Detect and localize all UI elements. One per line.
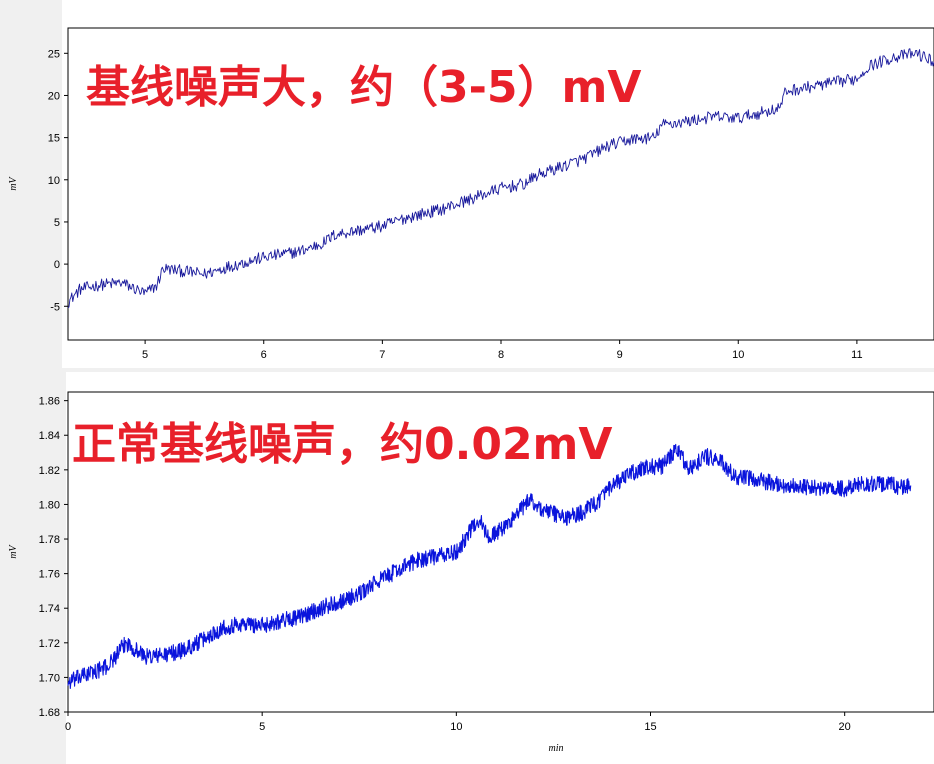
series-line	[67, 443, 912, 690]
bottom-chart-annotation: 正常基线噪声，约0.02mV	[72, 419, 612, 470]
x-tick-label: 7	[379, 349, 385, 361]
y-tick-label: 1.86	[39, 396, 60, 408]
top-chart-series	[67, 48, 934, 309]
bottom-chart-y-axis-label: mV	[8, 543, 19, 558]
bottom-chart-series	[67, 443, 912, 690]
x-tick-label: 10	[732, 349, 744, 361]
y-tick-label: 1.84	[39, 430, 60, 442]
bottom-chart-background	[66, 372, 934, 764]
y-tick-label: 15	[48, 133, 60, 145]
y-tick-label: 25	[48, 48, 60, 60]
x-tick-label: 10	[450, 721, 462, 733]
x-tick-label: 20	[839, 721, 851, 733]
top-chart-background	[62, 0, 934, 368]
x-tick-label: 9	[617, 349, 623, 361]
x-tick-label: 5	[259, 721, 265, 733]
y-tick-label: 1.82	[39, 465, 60, 477]
series-line	[67, 48, 934, 309]
bottom-chart-ticks: 1.68 1.70 1.72 1.74 1.76 1.78 1.80 1.82 1.84 1.86…	[39, 396, 851, 733]
y-tick-label: 5	[54, 217, 60, 229]
y-tick-label: 1.74	[39, 603, 60, 615]
x-tick-label: 15	[644, 721, 656, 733]
y-tick-label: -5	[50, 301, 60, 313]
y-tick-label: 1.70	[39, 672, 60, 684]
y-tick-label: 1.76	[39, 569, 60, 581]
x-tick-label: 0	[65, 721, 71, 733]
y-tick-label: 20	[48, 90, 60, 102]
x-tick-label: 8	[498, 349, 504, 361]
top-chart: -5 0 5 10 15 20 25 5 6 7 8 9 10 11 mV 基线噪声大，约（3-5）mV	[8, 0, 934, 368]
x-tick-label: 5	[142, 349, 148, 361]
y-tick-label: 10	[48, 175, 60, 187]
bottom-chart: 1.68 1.70 1.72 1.74 1.76 1.78 1.80 1.82 1.84 1.86…	[8, 372, 934, 764]
top-chart-ticks: -5 0 5 10 15 20 25 5 6 7 8 9 10 11	[48, 48, 863, 361]
x-tick-label: 6	[261, 349, 267, 361]
top-chart-y-axis-label: mV	[8, 175, 19, 190]
x-tick-label: 11	[851, 349, 862, 361]
y-tick-label: 1.68	[39, 707, 60, 719]
bottom-plot-frame	[67, 391, 934, 713]
bottom-chart-x-axis-label: min	[549, 743, 564, 754]
y-tick-label: 1.72	[39, 638, 60, 650]
y-tick-label: 1.80	[39, 499, 60, 511]
top-chart-annotation: 基线噪声大，约（3-5）mV	[86, 62, 641, 113]
y-tick-label: 0	[54, 259, 60, 271]
y-tick-label: 1.78	[39, 534, 60, 546]
